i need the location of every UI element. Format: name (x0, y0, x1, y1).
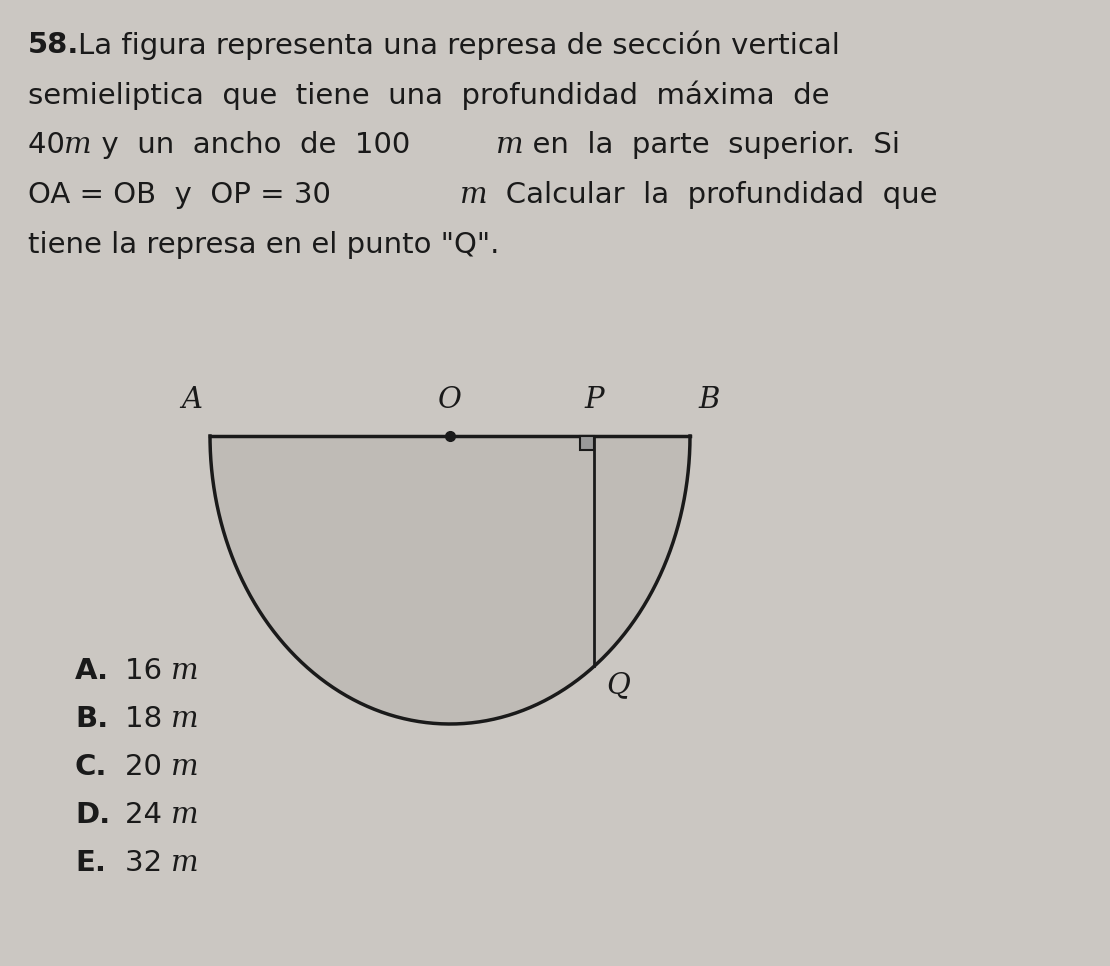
Text: m: m (171, 753, 199, 781)
Text: 16: 16 (125, 657, 171, 685)
Text: OA = OB  y  OP = 30: OA = OB y OP = 30 (28, 181, 340, 209)
Text: O: O (438, 386, 462, 414)
Text: Q: Q (606, 671, 629, 699)
Text: A.: A. (75, 657, 109, 685)
Text: A: A (181, 386, 202, 414)
Text: 24: 24 (125, 801, 171, 829)
Text: m: m (171, 657, 199, 685)
Text: m: m (171, 801, 199, 829)
Polygon shape (210, 436, 690, 724)
Polygon shape (581, 436, 594, 450)
Text: tiene la represa en el punto "Q".: tiene la represa en el punto "Q". (28, 231, 500, 259)
Text: 40: 40 (28, 131, 74, 159)
Text: P: P (584, 386, 604, 414)
Text: B: B (698, 386, 719, 414)
Text: B.: B. (75, 705, 109, 733)
Text: m: m (496, 131, 524, 159)
Text: semieliptica  que  tiene  una  profundidad  máxima  de: semieliptica que tiene una profundidad m… (28, 81, 829, 110)
Text: y  un  ancho  de  100: y un ancho de 100 (83, 131, 420, 159)
Text: 32: 32 (125, 849, 171, 877)
Text: m: m (171, 705, 199, 733)
Text: C.: C. (75, 753, 108, 781)
Text: m: m (460, 181, 487, 209)
Text: .  Calcular  la  profundidad  que: . Calcular la profundidad que (478, 181, 938, 209)
Text: en  la  parte  superior.  Si: en la parte superior. Si (514, 131, 900, 159)
Text: m: m (64, 131, 92, 159)
Text: m: m (171, 849, 199, 877)
Text: 58.: 58. (28, 31, 80, 59)
Text: 18: 18 (125, 705, 172, 733)
Text: 20: 20 (125, 753, 171, 781)
Text: La figura representa una represa de sección vertical: La figura representa una represa de secc… (78, 31, 840, 61)
Text: D.: D. (75, 801, 110, 829)
Text: E.: E. (75, 849, 105, 877)
